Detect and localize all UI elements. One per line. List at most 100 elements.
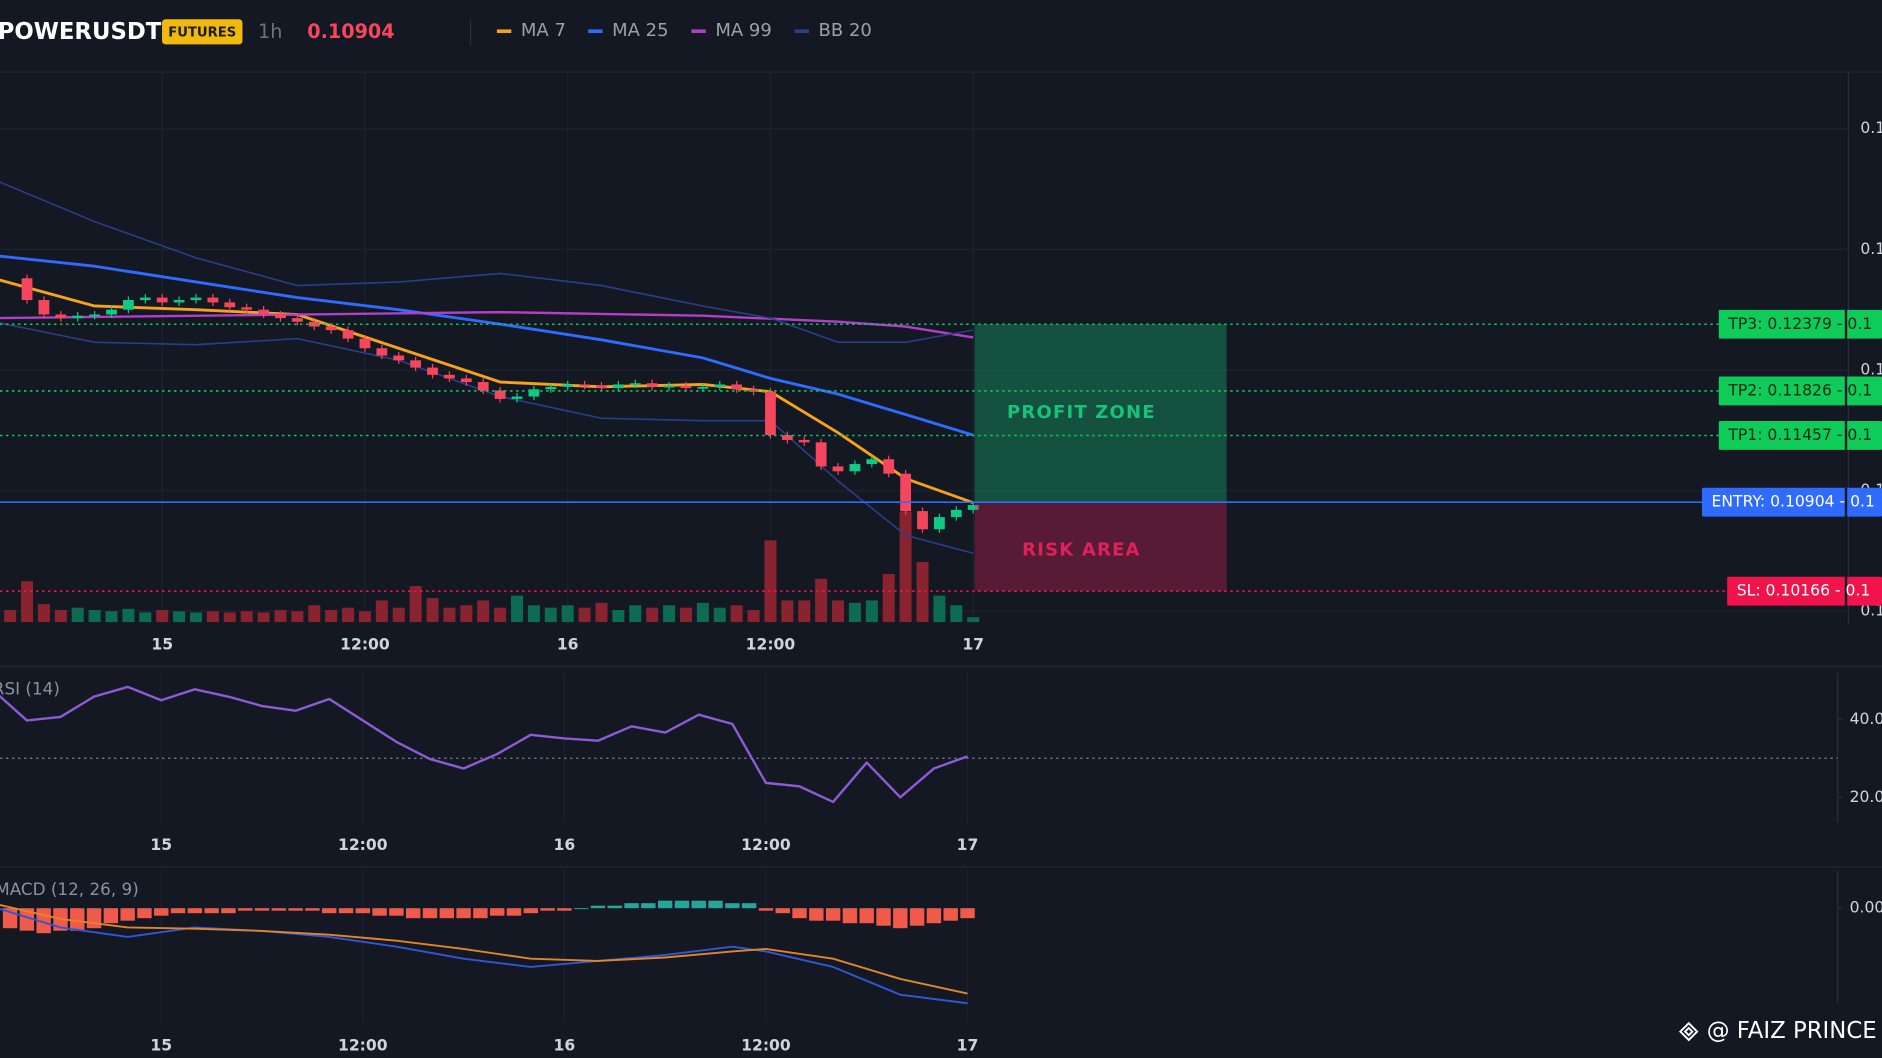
level-label-bg <box>1701 487 1882 517</box>
x-tick-label: 15 <box>150 836 172 854</box>
volume-bar <box>798 600 811 623</box>
candle <box>123 300 134 310</box>
legend-label: BB 20 <box>819 20 872 41</box>
macd-bar <box>170 908 186 914</box>
volume-bar <box>426 598 439 623</box>
macd-bar <box>86 908 102 929</box>
candle <box>781 435 793 440</box>
volume-bar <box>291 611 304 623</box>
zone <box>974 324 1227 503</box>
level-label: TP2: 0.11826 - 0.1 <box>1727 381 1872 399</box>
pane-title: RSI (14) <box>0 678 60 698</box>
x-tick-label: 16 <box>554 1036 576 1054</box>
macd-bar <box>691 900 706 909</box>
volume-bar <box>375 600 388 623</box>
candle <box>427 367 438 375</box>
x-tick-label: 16 <box>554 836 576 854</box>
candle <box>444 374 455 379</box>
candle <box>765 391 776 436</box>
candle <box>731 384 743 390</box>
level-label-bg <box>1727 576 1882 606</box>
volume-bar <box>342 607 355 623</box>
macd-bar <box>590 905 606 909</box>
y-tick-label: 0.1 <box>1860 119 1882 137</box>
y-tick-label: 0.1 <box>1860 602 1882 620</box>
macd-bar <box>120 908 135 921</box>
macd-bar <box>708 900 723 909</box>
macd-bar <box>674 900 690 909</box>
badge-bg <box>162 19 243 45</box>
volume-bar <box>696 602 709 623</box>
volume-bar <box>325 610 338 623</box>
volume-bar <box>494 607 507 623</box>
candle <box>494 390 506 399</box>
candle <box>224 302 236 308</box>
macd-bar <box>725 903 740 909</box>
macd-bar <box>792 908 807 919</box>
candle <box>883 459 895 474</box>
candle <box>950 509 962 518</box>
macd-bar <box>70 908 85 931</box>
macd-bar <box>19 908 35 931</box>
macd-bar <box>271 908 287 911</box>
volume-bar <box>206 611 219 623</box>
macd-bar <box>221 908 236 914</box>
volume-bar <box>595 602 608 623</box>
candle <box>579 384 590 387</box>
symbol: POWERUSDT <box>0 19 162 45</box>
volume-bar <box>561 605 574 623</box>
volume-bar <box>747 610 760 623</box>
candle <box>528 389 540 397</box>
candle <box>714 384 726 387</box>
candle <box>376 348 388 356</box>
volume-bar <box>358 611 371 623</box>
x-tick-label: 17 <box>957 836 979 854</box>
candle <box>798 439 810 443</box>
candle <box>72 315 84 319</box>
candle <box>612 384 624 389</box>
level-label-bg <box>1718 376 1882 406</box>
macd-bar <box>758 908 774 911</box>
volume-bar <box>527 605 540 623</box>
indicator-line <box>0 907 968 1005</box>
candle <box>291 318 303 322</box>
macd-bar <box>943 908 958 921</box>
candle <box>545 386 557 390</box>
x-tick-label: 12:00 <box>741 1036 791 1054</box>
level-label-bg <box>1718 309 1882 339</box>
x-tick-label: 16 <box>557 635 579 653</box>
volume-bar <box>460 605 473 623</box>
volume-bar <box>544 607 557 623</box>
volume-bar <box>37 604 50 623</box>
zone-label: PROFIT ZONE <box>1007 402 1156 423</box>
candle <box>156 297 168 303</box>
candle <box>342 330 354 339</box>
candle <box>190 297 202 301</box>
macd-bar <box>557 908 572 911</box>
volume-bar <box>409 586 422 623</box>
candle <box>139 297 151 301</box>
indicator-line <box>0 254 974 437</box>
candle <box>748 389 759 392</box>
interval: 1h <box>258 20 282 43</box>
volume-bar <box>967 617 980 623</box>
volume-bar <box>223 612 236 623</box>
level-label: TP1: 0.11457 - 0.1 <box>1727 426 1872 444</box>
volume-bar <box>511 595 524 623</box>
macd-bar <box>926 908 942 924</box>
candle <box>680 385 692 389</box>
candle <box>241 307 253 310</box>
macd-bar <box>187 908 203 914</box>
watermark: @ FAIZ PRINCE <box>1707 1018 1877 1044</box>
volume-bar <box>612 610 625 623</box>
candle <box>511 396 523 399</box>
volume-bar <box>679 607 692 623</box>
zone <box>974 502 1227 592</box>
x-tick-label: 17 <box>957 1036 979 1054</box>
volume-bar <box>882 574 895 623</box>
macd-bar <box>406 908 421 919</box>
macd-bar <box>741 903 757 909</box>
macd-bar <box>842 908 858 924</box>
x-tick-label: 12:00 <box>746 635 796 653</box>
candle <box>275 314 286 319</box>
